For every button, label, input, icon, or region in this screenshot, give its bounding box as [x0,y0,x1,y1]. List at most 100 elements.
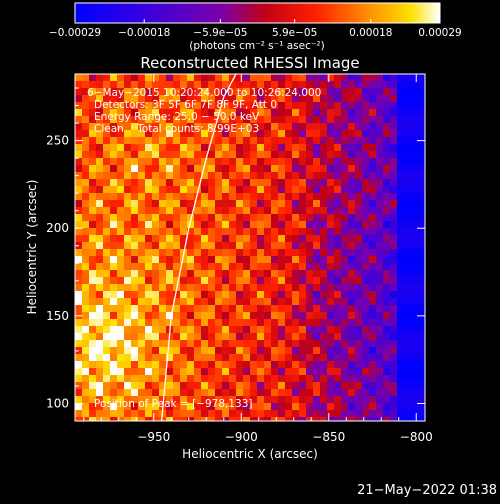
heatmap-pixel [320,403,328,411]
heatmap-pixel [362,277,370,285]
heatmap-pixel [369,403,377,411]
heatmap-pixel [306,102,314,110]
heatmap-pixel [411,375,419,383]
heatmap-pixel [173,95,181,103]
heatmap-pixel [285,284,293,292]
heatmap-pixel [103,109,111,117]
heatmap-pixel [271,186,279,194]
heatmap-pixel [82,354,90,362]
heatmap-pixel [131,361,139,369]
heatmap-pixel [278,242,286,250]
heatmap-pixel [334,326,342,334]
heatmap-pixel [341,228,349,236]
heatmap-pixel [243,228,251,236]
heatmap-pixel [75,319,83,327]
heatmap-pixel [390,186,398,194]
heatmap-pixel [369,256,377,264]
heatmap-pixel [327,403,335,411]
heatmap-pixel [243,109,251,117]
heatmap-pixel [96,361,104,369]
heatmap-pixel [82,88,90,96]
heatmap-pixel [362,109,370,117]
heatmap-pixel [355,137,363,145]
heatmap-pixel [180,179,188,187]
heatmap-pixel [166,74,174,82]
heatmap-pixel [117,270,125,278]
heatmap-pixel [96,403,104,411]
heatmap-pixel [285,130,293,138]
heatmap-pixel [341,277,349,285]
heatmap-pixel [145,410,153,418]
heatmap-pixel [236,200,244,208]
heatmap-pixel [418,242,425,250]
heatmap-pixel [187,151,195,159]
heatmap-pixel [383,116,391,124]
heatmap-pixel [222,81,230,89]
heatmap-pixel [173,326,181,334]
heatmap-pixel [299,291,307,299]
heatmap-pixel [327,368,335,376]
heatmap-pixel [194,382,202,390]
heatmap-pixel [320,165,328,173]
heatmap-pixel [180,263,188,271]
heatmap-pixel [243,361,251,369]
heatmap-pixel [369,123,377,131]
heatmap-pixel [348,249,356,257]
heatmap-pixel [215,312,223,320]
heatmap-pixel [285,263,293,271]
heatmap-pixel [313,312,321,320]
heatmap-pixel [278,137,286,145]
heatmap-pixel [138,312,146,320]
heatmap-pixel [334,116,342,124]
heatmap-pixel [89,116,97,124]
heatmap-pixel [201,235,209,243]
heatmap-pixel [89,193,97,201]
heatmap-pixel [124,109,132,117]
heatmap-pixel [166,116,174,124]
heatmap-pixel [376,347,384,355]
heatmap-pixel [362,242,370,250]
heatmap-pixel [208,235,216,243]
heatmap-pixel [89,228,97,236]
annotation-block: 6−May−2015 10:20:24.000 to 10:26:24.000 … [87,87,321,135]
heatmap-pixel [173,158,181,166]
heatmap-pixel [257,305,265,313]
heatmap-pixel [250,109,258,117]
heatmap-pixel [411,116,419,124]
heatmap-pixel [418,165,425,173]
heatmap-pixel [369,277,377,285]
heatmap-pixel [411,214,419,222]
heatmap-pixel [173,382,181,390]
heatmap-pixel [327,130,335,138]
heatmap-pixel [292,179,300,187]
heatmap-pixel [117,137,125,145]
heatmap-pixel [166,123,174,131]
heatmap-pixel [103,284,111,292]
heatmap-pixel [334,158,342,166]
heatmap-pixel [145,270,153,278]
heatmap-pixel [334,123,342,131]
heatmap-pixel [159,256,167,264]
heatmap-pixel [236,186,244,194]
heatmap-pixel [138,249,146,257]
heatmap-pixel [222,326,230,334]
heatmap-pixel [208,298,216,306]
heatmap-pixel [257,312,265,320]
heatmap-pixel [390,249,398,257]
heatmap-pixel [404,228,412,236]
heatmap-pixel [348,102,356,110]
heatmap-pixel [117,172,125,180]
heatmap-pixel [208,95,216,103]
heatmap-pixel [376,102,384,110]
heatmap-pixel [397,333,405,341]
heatmap-pixel [145,403,153,411]
heatmap-pixel [173,389,181,397]
heatmap-pixel [390,277,398,285]
heatmap-pixel [369,179,377,187]
heatmap-pixel [215,284,223,292]
heatmap-pixel [152,291,160,299]
heatmap-pixel [264,242,272,250]
heatmap-pixel [201,263,209,271]
heatmap-pixel [341,270,349,278]
heatmap-pixel [355,200,363,208]
